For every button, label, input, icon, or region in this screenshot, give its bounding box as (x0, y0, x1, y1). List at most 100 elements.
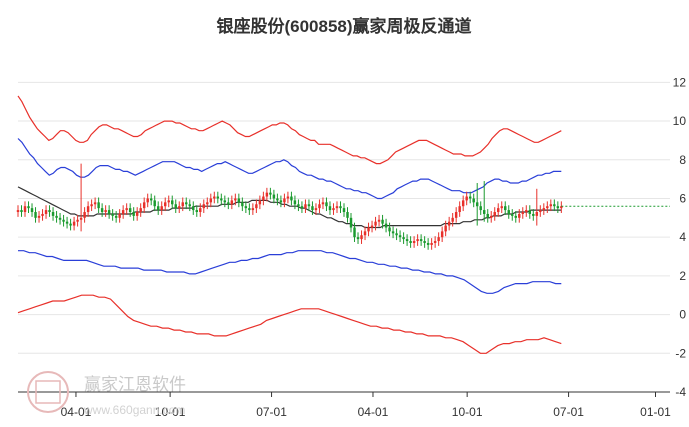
candle-body (549, 204, 553, 207)
candle-body (542, 208, 546, 211)
x-tick-label: 01-01 (640, 405, 671, 419)
candle-body (556, 206, 560, 209)
candle-body (479, 206, 482, 211)
candle-body (149, 198, 153, 201)
candle-body (297, 204, 300, 207)
channel-line (17, 95, 562, 165)
candle-body (269, 192, 272, 195)
y-axis: 12 10 8 6 4 2 0 -2 -4 (673, 75, 687, 399)
candle-body (27, 206, 30, 209)
candle-body (55, 215, 58, 218)
candle-body (430, 242, 433, 245)
candle-body (248, 208, 251, 211)
candle-body (163, 202, 167, 207)
candle-body (339, 206, 342, 209)
candle-body (188, 204, 191, 207)
candle-body (388, 227, 391, 232)
candle-body (65, 221, 69, 224)
candle-body (321, 202, 325, 205)
candle-body (97, 202, 100, 209)
y-tick-label: 6 (679, 191, 686, 205)
x-tick-label: 07-01 (553, 405, 584, 419)
candle-body (111, 213, 114, 216)
candle-body (142, 202, 146, 209)
candle-body (44, 210, 48, 214)
candle-body (440, 231, 444, 238)
x-tick-label: 04-01 (61, 405, 92, 419)
candle-body (335, 206, 339, 209)
candle-body (135, 212, 139, 216)
x-tick-label: 10-01 (155, 405, 186, 419)
candle-body (132, 212, 135, 216)
candle-body (454, 212, 458, 218)
candle-body (199, 208, 202, 213)
candle-body (262, 196, 265, 201)
candle-body (514, 215, 517, 218)
candle-body (128, 208, 132, 213)
candle-body (192, 206, 195, 211)
candle-body (234, 198, 237, 201)
y-tick-label: 2 (679, 269, 686, 283)
candle-body (272, 194, 276, 199)
candle-body (356, 237, 360, 240)
candle-body (279, 200, 283, 203)
candle-body (72, 221, 76, 226)
candle-body (318, 204, 321, 209)
candle-body (504, 206, 507, 211)
candle-body (419, 239, 423, 242)
candle-body (244, 206, 248, 209)
candle-body (276, 198, 279, 201)
candle-body (93, 202, 97, 205)
candle-body (23, 206, 27, 213)
candle-body (156, 206, 160, 211)
candle-body (377, 219, 381, 222)
candle-body (37, 215, 41, 218)
candle-body (349, 217, 353, 228)
candle-body (363, 231, 367, 236)
candle-body (79, 217, 83, 220)
y-tick-label: 4 (679, 230, 686, 244)
candle-body (69, 223, 72, 226)
candle-body (325, 202, 328, 207)
candle-body (16, 210, 20, 213)
candle-body (153, 200, 156, 207)
candle-body (423, 241, 426, 243)
candle-body (409, 241, 412, 243)
candle-body (342, 208, 346, 213)
candle-body (332, 208, 335, 211)
candle-body (497, 208, 500, 213)
candle-body (486, 213, 489, 218)
candle-body (482, 210, 486, 214)
candle-body (444, 225, 447, 232)
candle-body (146, 198, 149, 203)
candle-body (206, 202, 209, 205)
y-tick-label: -4 (675, 385, 686, 399)
candle-body (118, 213, 121, 218)
candle-body (290, 196, 293, 201)
channel-line (17, 138, 562, 200)
candle-body (360, 235, 363, 240)
candle-body (100, 208, 104, 213)
candle-body (416, 239, 419, 242)
candles (16, 163, 670, 250)
candle-body (114, 215, 118, 218)
candle-body (307, 204, 311, 207)
candle-body (216, 196, 220, 199)
candle-body (283, 198, 286, 203)
candle-body (458, 206, 461, 213)
candle-body (174, 204, 177, 209)
watermark-logo (27, 371, 69, 413)
candle-body (230, 200, 234, 205)
candle-body (525, 210, 528, 213)
candle-body (381, 219, 384, 224)
candle-body (20, 210, 23, 213)
candle-body (353, 227, 356, 238)
candle-body (293, 200, 297, 205)
candle-body (125, 208, 128, 211)
candle-body (171, 200, 174, 205)
candle-body (518, 213, 521, 218)
candle-body (367, 227, 370, 232)
channel-line (17, 186, 562, 229)
candle-body (374, 221, 377, 226)
